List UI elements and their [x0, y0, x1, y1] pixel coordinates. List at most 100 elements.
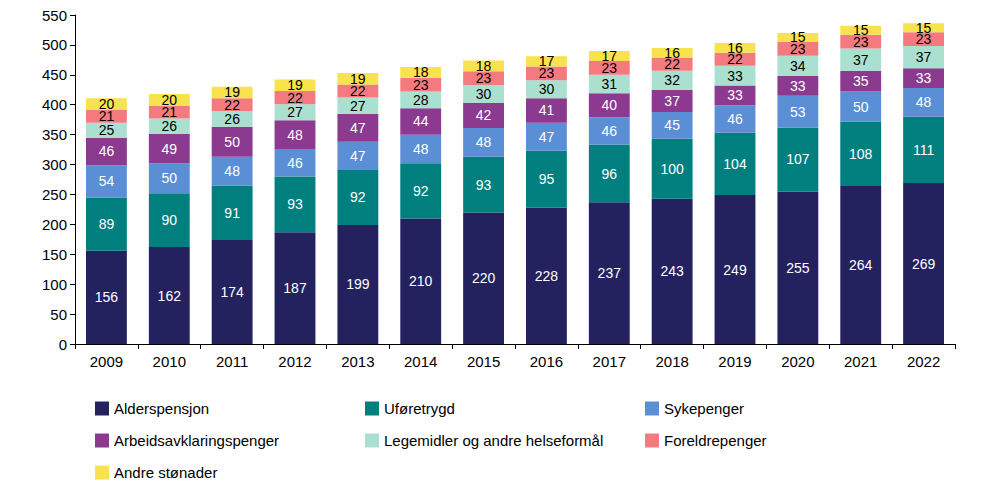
svg-text:18: 18 [476, 58, 492, 74]
svg-text:2022: 2022 [907, 353, 940, 370]
svg-text:20: 20 [99, 96, 115, 112]
svg-text:107: 107 [786, 151, 810, 167]
svg-text:2011: 2011 [216, 353, 248, 370]
svg-text:19: 19 [350, 71, 366, 87]
svg-text:15: 15 [790, 29, 806, 45]
svg-text:48: 48 [224, 163, 240, 179]
svg-text:33: 33 [790, 78, 806, 94]
svg-text:50: 50 [161, 170, 177, 186]
svg-text:15: 15 [853, 22, 869, 38]
svg-text:Sykepenger: Sykepenger [664, 400, 744, 417]
svg-text:33: 33 [727, 68, 743, 84]
svg-text:47: 47 [350, 148, 366, 164]
svg-text:550: 550 [42, 7, 67, 24]
svg-text:15: 15 [916, 20, 932, 36]
svg-text:20: 20 [161, 92, 177, 108]
svg-text:42: 42 [476, 107, 492, 123]
svg-text:500: 500 [42, 36, 67, 53]
svg-text:46: 46 [99, 143, 115, 159]
svg-text:2009: 2009 [90, 353, 123, 370]
svg-text:30: 30 [476, 86, 492, 102]
svg-text:100: 100 [660, 161, 684, 177]
svg-text:40: 40 [601, 97, 617, 113]
svg-text:50: 50 [853, 99, 869, 115]
svg-text:Alderspensjon: Alderspensjon [114, 400, 209, 417]
svg-text:37: 37 [916, 49, 932, 65]
svg-text:46: 46 [601, 123, 617, 139]
svg-text:104: 104 [723, 156, 747, 172]
svg-text:2016: 2016 [530, 353, 563, 370]
svg-text:228: 228 [535, 268, 559, 284]
svg-text:19: 19 [287, 77, 303, 93]
svg-text:108: 108 [849, 146, 873, 162]
svg-text:89: 89 [99, 216, 115, 232]
svg-text:200: 200 [42, 216, 67, 233]
svg-text:19: 19 [224, 84, 240, 100]
svg-text:32: 32 [664, 72, 680, 88]
svg-text:Andre stønader: Andre stønader [114, 464, 217, 481]
svg-text:2018: 2018 [655, 353, 688, 370]
svg-text:300: 300 [42, 156, 67, 173]
svg-text:41: 41 [539, 102, 555, 118]
svg-text:47: 47 [350, 120, 366, 136]
svg-text:33: 33 [727, 87, 743, 103]
svg-text:33: 33 [916, 70, 932, 86]
svg-text:2021: 2021 [844, 353, 877, 370]
svg-text:92: 92 [413, 183, 429, 199]
svg-text:16: 16 [664, 45, 680, 61]
svg-text:150: 150 [42, 246, 67, 263]
svg-text:26: 26 [224, 111, 240, 127]
svg-text:34: 34 [790, 58, 806, 74]
svg-text:54: 54 [99, 173, 115, 189]
svg-text:Foreldrepenger: Foreldrepenger [664, 432, 767, 449]
svg-text:255: 255 [786, 260, 810, 276]
svg-text:162: 162 [158, 288, 182, 304]
svg-text:2014: 2014 [404, 353, 437, 370]
svg-text:27: 27 [350, 98, 366, 114]
svg-text:25: 25 [99, 122, 115, 138]
svg-text:Arbeidsavklaringspenger: Arbeidsavklaringspenger [114, 432, 279, 449]
svg-text:31: 31 [601, 76, 617, 92]
svg-text:27: 27 [287, 104, 303, 120]
svg-text:100: 100 [42, 276, 67, 293]
svg-text:264: 264 [849, 257, 873, 273]
svg-text:93: 93 [287, 196, 303, 212]
svg-text:91: 91 [224, 205, 240, 221]
svg-text:237: 237 [598, 265, 622, 281]
svg-text:44: 44 [413, 113, 429, 129]
svg-text:48: 48 [413, 141, 429, 157]
svg-text:48: 48 [916, 94, 932, 110]
svg-text:156: 156 [95, 289, 119, 305]
svg-text:16: 16 [727, 40, 743, 56]
svg-text:220: 220 [472, 270, 496, 286]
svg-text:95: 95 [539, 171, 555, 187]
svg-text:187: 187 [283, 280, 307, 296]
svg-text:53: 53 [790, 104, 806, 120]
svg-text:92: 92 [350, 189, 366, 205]
svg-text:48: 48 [476, 134, 492, 150]
svg-text:243: 243 [660, 263, 684, 279]
svg-text:400: 400 [42, 96, 67, 113]
svg-text:2019: 2019 [718, 353, 751, 370]
svg-text:250: 250 [42, 186, 67, 203]
svg-text:2020: 2020 [781, 353, 814, 370]
svg-text:199: 199 [346, 276, 370, 292]
svg-text:210: 210 [409, 273, 433, 289]
svg-text:Uføretrygd: Uføretrygd [384, 400, 455, 417]
svg-text:30: 30 [539, 81, 555, 97]
svg-text:111: 111 [913, 142, 934, 158]
svg-text:46: 46 [727, 111, 743, 127]
svg-text:17: 17 [601, 48, 617, 64]
svg-text:35: 35 [853, 73, 869, 89]
svg-text:2017: 2017 [593, 353, 626, 370]
svg-text:37: 37 [664, 93, 680, 109]
svg-text:350: 350 [42, 126, 67, 143]
svg-text:49: 49 [161, 141, 177, 157]
svg-text:174: 174 [220, 284, 244, 300]
svg-text:50: 50 [224, 134, 240, 150]
svg-text:90: 90 [161, 212, 177, 228]
svg-text:93: 93 [476, 177, 492, 193]
svg-text:249: 249 [723, 262, 747, 278]
svg-text:46: 46 [287, 155, 303, 171]
svg-text:96: 96 [601, 166, 617, 182]
